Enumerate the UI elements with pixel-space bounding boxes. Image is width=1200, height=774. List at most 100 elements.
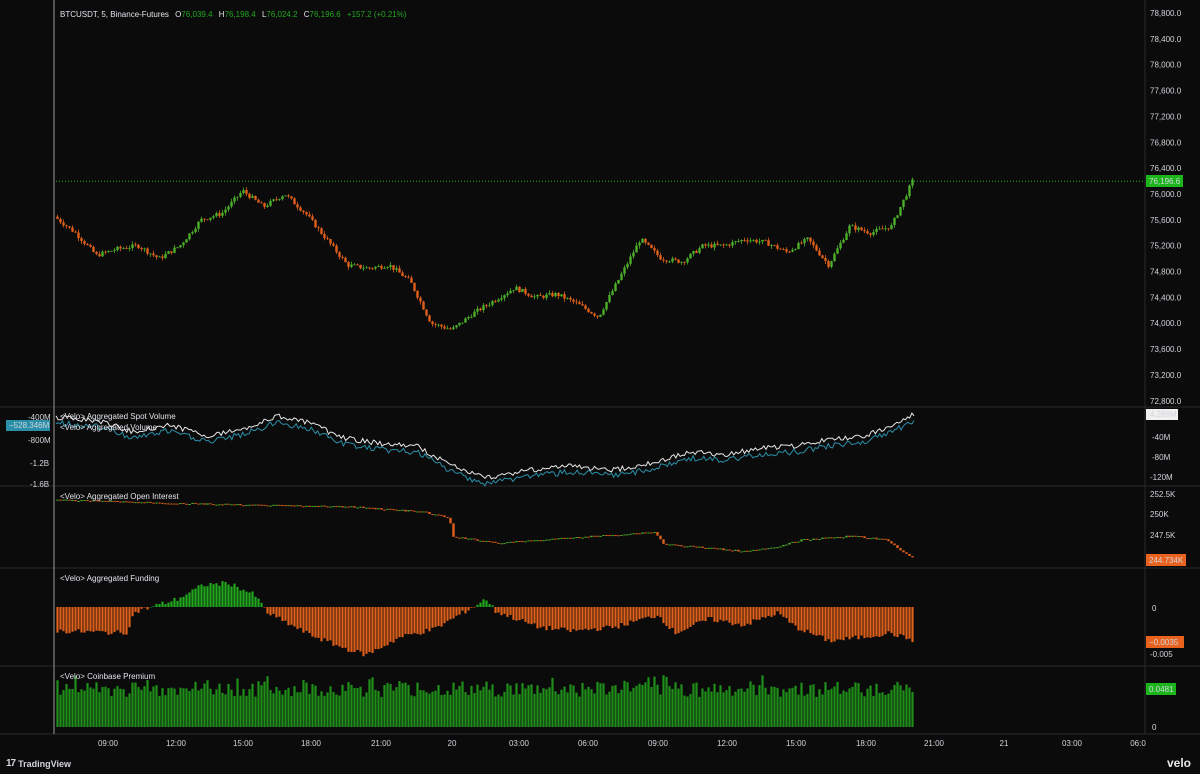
open-interest-candles[interactable] [56,499,914,558]
premium-bar [188,691,191,727]
funding-bar [599,607,602,631]
premium-bar [905,684,908,727]
funding-bar [203,586,206,607]
agg-volume-title[interactable]: <Velo> Aggregated Volume [60,423,158,432]
funding-bar [650,607,653,619]
oi-candle [542,540,545,542]
oi-candle [368,507,371,509]
premium-bar [347,681,350,727]
premium-bar [380,696,383,727]
funding-bars[interactable] [56,581,914,657]
oi-candle [812,538,815,540]
oi-candle [911,555,914,558]
funding-bar [815,607,818,636]
funding-bar [587,607,590,631]
premium-bar [488,689,491,727]
oi-candle [410,510,413,512]
price-candle [674,258,677,260]
funding-bar [734,607,737,625]
funding-bar [821,607,824,636]
oi-candle [644,532,647,534]
funding-bar [740,607,743,627]
price-candle [764,239,767,241]
velo-brand: velo [1167,756,1192,770]
price-candle [554,292,557,297]
premium-bar [557,694,560,727]
oi-candle [86,500,89,502]
price-candle [905,196,908,200]
funding-bar [515,607,518,621]
oi-title[interactable]: <Velo> Aggregated Open Interest [60,492,180,501]
premium-title[interactable]: <Velo> Coinbase Premium [60,672,156,681]
oi-candle [854,535,857,537]
price-candle [623,267,626,274]
oi-candle [248,504,251,506]
oi-candle [392,509,395,511]
spot-volume-title[interactable]: <Velo> Aggregated Spot Volume [60,412,176,421]
oi-candle [680,545,683,547]
funding-title[interactable]: <Velo> Aggregated Funding [60,574,159,583]
funding-bar [791,607,794,624]
price-candle [569,297,572,300]
change-value: +157.2 (+0.21%) [347,10,407,19]
premium-bar [278,690,281,727]
oi-candle [110,500,113,502]
funding-bar [224,582,227,607]
oi-candle [767,548,770,550]
price-candle [830,261,833,267]
oi-candle [878,538,881,540]
premium-bar [260,685,263,727]
price-candle [320,228,323,234]
oi-candle [269,505,272,507]
oi-candle [731,550,734,552]
premium-bar [290,696,293,727]
funding-bar [842,607,845,641]
funding-bar [305,607,308,631]
premium-bar [197,690,200,727]
premium-bar [224,694,227,727]
funding-bar [386,607,389,646]
funding-bar [464,607,467,614]
funding-bar [482,599,485,607]
funding-bar [191,589,194,607]
funding-bar [137,607,140,613]
funding-bar [467,607,470,611]
volume-lines[interactable] [55,412,915,487]
premium-bar [233,696,236,727]
premium-bar [575,692,578,727]
price-axis[interactable]: 78,800.0 78,400.0 78,000.0 77,600.0 77,200.0… [1150,9,1182,406]
funding-bar [557,607,560,630]
premium-bars[interactable] [56,675,914,727]
price-candles[interactable] [56,177,914,330]
funding-bar [872,607,875,638]
premium-bar [689,694,692,727]
oi-candle [800,539,803,542]
oi-candle [797,541,800,543]
funding-bar [92,607,95,632]
symbol-legend[interactable]: BTCUSDT, 5, Binance-Futures O76,039.4 H7… [60,10,407,19]
oi-candle [155,502,158,504]
oi-candle [386,508,389,510]
oi-candle [614,535,617,537]
price-candle [875,228,878,232]
price-candle [845,233,848,240]
price-candle [782,249,785,250]
tradingview-logo[interactable]: 17 TradingView [6,758,71,769]
funding-bar [479,602,482,607]
funding-bar [236,586,239,607]
oi-candle [659,535,662,540]
time-axis[interactable]: 09:00 12:00 15:00 18:00 21:00 20 03:00 06:00 09:… [98,739,1146,748]
low-label: L [262,10,267,19]
oi-candle [599,535,602,537]
price-candle [530,295,533,298]
price-candle [512,290,515,291]
funding-bar [338,607,341,647]
price-candle [155,255,158,258]
funding-bar [77,607,80,630]
funding-bar [80,607,83,633]
premium-bar [116,686,119,727]
vol-left-tick: -1.2B [30,459,49,468]
oi-candle [272,504,275,506]
premium-bar [578,696,581,727]
